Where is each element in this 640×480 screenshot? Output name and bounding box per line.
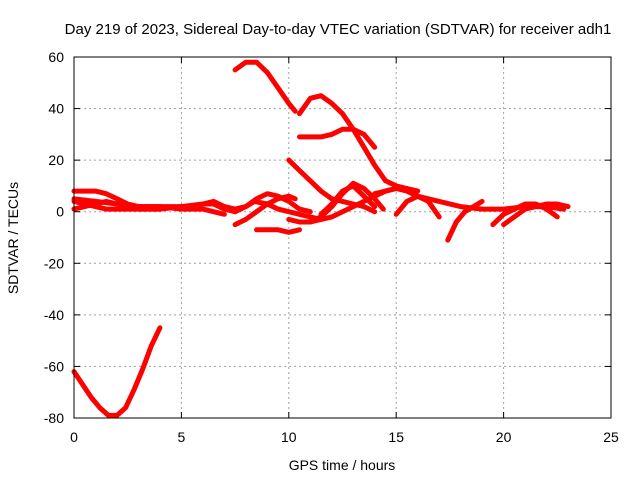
y-tick-label: 0 [56, 204, 64, 220]
x-tick-label: 20 [496, 429, 512, 445]
series-line-arc-7 [232, 198, 324, 222]
series-line-arc-2 [71, 191, 313, 215]
x-tick-label: 0 [70, 429, 78, 445]
series-line-arc-1 [71, 325, 163, 418]
chart-title: Day 219 of 2023, Sidereal Day-to-day VTE… [65, 21, 612, 38]
y-axis-label: SDTVAR / TECUs [5, 182, 21, 294]
plot-frame [73, 56, 612, 419]
series-line-arc-15 [318, 183, 378, 217]
ticks: 0 5 10 15 20 25 -80 -60 -40 -20 0 20 40 60 [44, 49, 619, 445]
series-group [71, 59, 571, 418]
series-line-arc-18 [445, 198, 485, 243]
x-tick-label: 10 [281, 429, 297, 445]
x-axis-label: GPS time / hours [289, 457, 396, 473]
series-line-arc-19 [490, 201, 560, 228]
y-tick-label: 20 [48, 152, 64, 168]
x-tick-label: 15 [388, 429, 404, 445]
series-line-arc-11 [286, 157, 378, 215]
y-tick-label: 60 [48, 49, 64, 65]
series-line-arc-20 [501, 201, 571, 228]
y-tick-label: -60 [44, 358, 64, 374]
series-line-arc-9 [254, 227, 302, 235]
y-tick-label: -40 [44, 307, 64, 323]
x-tick-label: 5 [178, 429, 186, 445]
series-line-arc-8 [232, 59, 298, 114]
y-tick-label: -20 [44, 255, 64, 271]
series-line-arc-12 [297, 93, 410, 191]
series-line-arc-13 [297, 126, 378, 150]
x-tick-label: 25 [603, 429, 619, 445]
grid [74, 57, 611, 418]
series-line-arc-16 [372, 186, 421, 197]
y-tick-label: -80 [44, 410, 64, 426]
y-tick-label: 40 [48, 101, 64, 117]
series-line-arc-17 [393, 193, 442, 220]
series-line-arc-5 [71, 196, 227, 217]
